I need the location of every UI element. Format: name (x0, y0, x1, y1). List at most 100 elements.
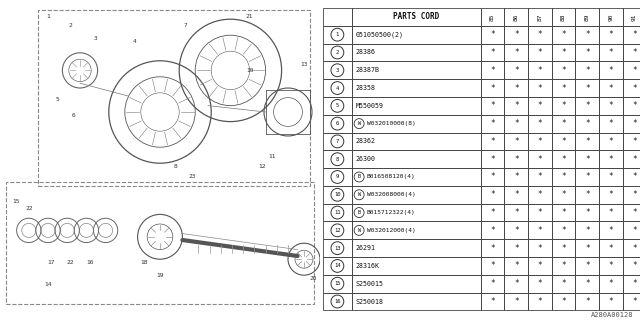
Text: *: * (585, 155, 589, 164)
Text: 20: 20 (310, 276, 317, 281)
Bar (623, 239, 640, 257)
Text: 3: 3 (94, 36, 98, 41)
Text: *: * (609, 226, 613, 235)
Bar (351, 115, 481, 132)
Text: *: * (585, 208, 589, 217)
Text: *: * (538, 244, 542, 253)
Text: *: * (632, 261, 637, 270)
Bar (528, 257, 552, 275)
Text: *: * (632, 30, 637, 39)
Text: 88: 88 (561, 13, 566, 21)
Bar (481, 275, 504, 292)
Bar (323, 132, 351, 150)
Text: 10: 10 (334, 192, 340, 197)
Text: 11: 11 (268, 154, 276, 159)
Text: *: * (490, 101, 495, 110)
Bar (623, 115, 640, 132)
Text: *: * (632, 155, 637, 164)
Bar (504, 186, 528, 204)
Text: 26300: 26300 (355, 156, 376, 162)
Bar (599, 150, 623, 168)
Bar (504, 292, 528, 310)
Text: *: * (514, 101, 518, 110)
Text: *: * (538, 30, 542, 39)
Bar (552, 186, 575, 204)
Text: 87: 87 (538, 13, 543, 21)
Text: *: * (632, 101, 637, 110)
Text: 12: 12 (259, 164, 266, 169)
Text: *: * (538, 172, 542, 181)
Bar (599, 44, 623, 61)
Text: *: * (514, 172, 518, 181)
Text: *: * (490, 244, 495, 253)
Bar (623, 275, 640, 292)
Bar (575, 97, 599, 115)
Text: A280A00128: A280A00128 (591, 312, 634, 318)
Text: *: * (514, 226, 518, 235)
Text: *: * (561, 226, 566, 235)
Text: 12: 12 (334, 228, 340, 233)
Bar (504, 132, 528, 150)
Bar (575, 150, 599, 168)
Text: 14: 14 (334, 263, 340, 268)
Text: 28316K: 28316K (355, 263, 380, 269)
Text: *: * (514, 190, 518, 199)
Text: *: * (538, 297, 542, 306)
Bar (323, 168, 351, 186)
Text: *: * (538, 137, 542, 146)
Text: *: * (514, 119, 518, 128)
Text: 16: 16 (86, 260, 93, 265)
Text: *: * (632, 279, 637, 288)
Bar (481, 61, 504, 79)
Bar (575, 239, 599, 257)
Bar (528, 150, 552, 168)
Bar (504, 150, 528, 168)
Text: *: * (561, 172, 566, 181)
Bar (351, 132, 481, 150)
Bar (323, 221, 351, 239)
Text: 22: 22 (67, 260, 74, 265)
Bar (504, 239, 528, 257)
Bar (575, 44, 599, 61)
Bar (575, 168, 599, 186)
Text: *: * (609, 190, 613, 199)
Bar (599, 79, 623, 97)
Bar (599, 8, 623, 26)
Bar (599, 221, 623, 239)
Bar (528, 61, 552, 79)
Bar (599, 204, 623, 221)
Text: *: * (514, 137, 518, 146)
Text: B015712322(4): B015712322(4) (367, 210, 415, 215)
Bar (575, 8, 599, 26)
Text: 5: 5 (56, 97, 60, 102)
Bar (528, 186, 552, 204)
Bar (481, 115, 504, 132)
Bar (481, 239, 504, 257)
Text: *: * (585, 190, 589, 199)
Text: *: * (490, 297, 495, 306)
Bar (351, 186, 481, 204)
Text: 4: 4 (336, 85, 339, 91)
Text: B: B (358, 210, 361, 215)
Text: *: * (561, 190, 566, 199)
Text: *: * (632, 48, 637, 57)
Text: *: * (561, 66, 566, 75)
Text: *: * (561, 279, 566, 288)
Bar (623, 44, 640, 61)
Bar (575, 275, 599, 292)
Text: *: * (514, 297, 518, 306)
Bar (623, 8, 640, 26)
Bar (599, 239, 623, 257)
Text: *: * (585, 261, 589, 270)
Bar (323, 79, 351, 97)
Bar (504, 79, 528, 97)
Bar (599, 115, 623, 132)
Text: *: * (609, 48, 613, 57)
Bar (351, 168, 481, 186)
Text: *: * (514, 30, 518, 39)
Text: *: * (632, 84, 637, 92)
Bar (504, 275, 528, 292)
Text: W032012000(4): W032012000(4) (367, 228, 415, 233)
Text: S250015: S250015 (355, 281, 383, 287)
Text: *: * (490, 48, 495, 57)
